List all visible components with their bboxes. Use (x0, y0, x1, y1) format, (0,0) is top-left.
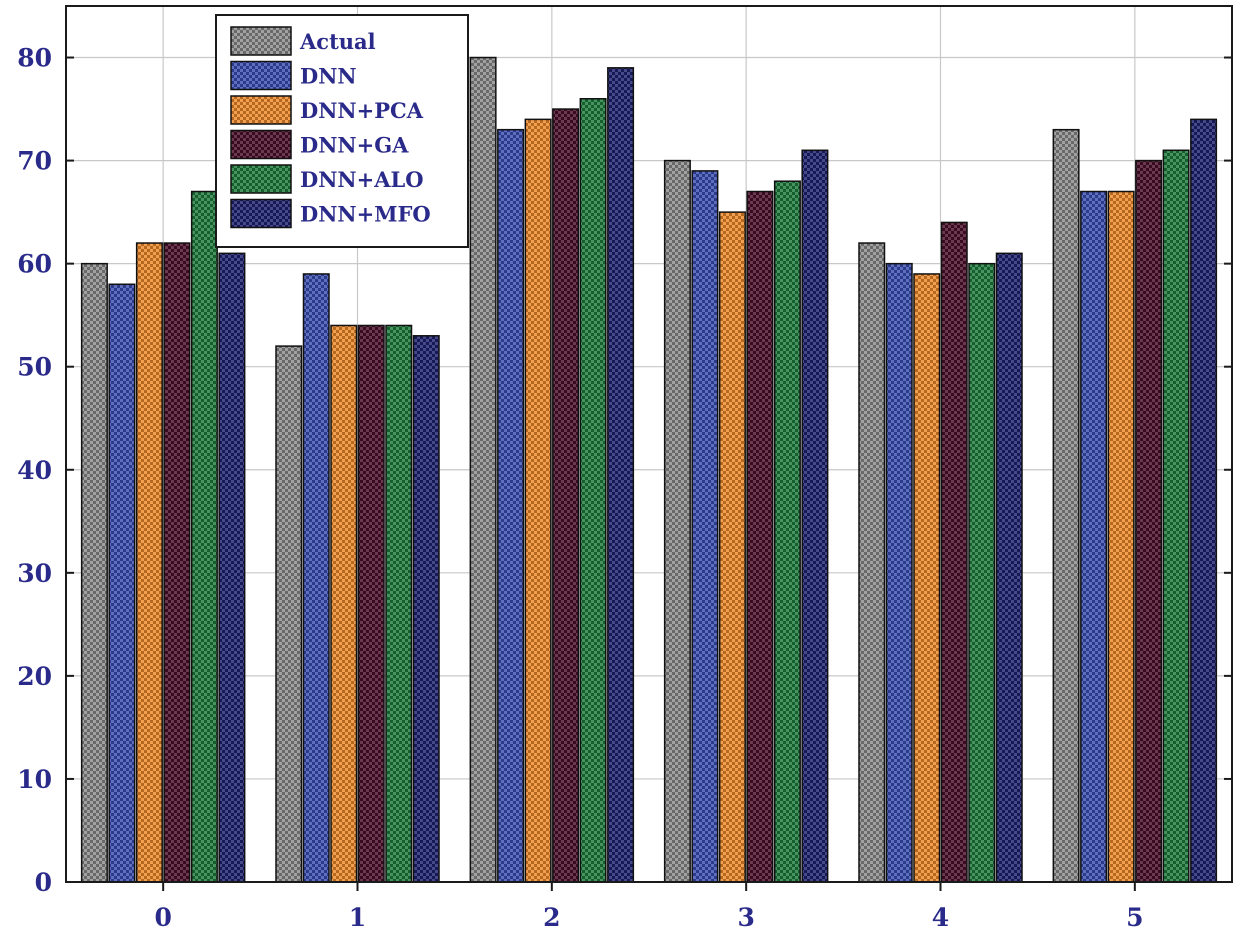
bar-dnn-pca-3 (718, 211, 746, 883)
legend-swatch-dnn-ga (230, 129, 292, 160)
bar-dnn-0 (108, 283, 136, 883)
bar-dnn-mfo-1 (412, 335, 440, 883)
bar-dnn-ga-1 (357, 324, 385, 883)
bar-dnn-5 (1080, 190, 1108, 883)
legend-label-dnn-ga: DNN+GA (300, 133, 409, 158)
bar-actual-3 (663, 159, 691, 883)
legend-swatch-actual (230, 26, 292, 56)
y-tick-label-70: 70 (17, 147, 52, 176)
y-tick-label-30: 30 (17, 559, 52, 588)
bar-dnn-mfo-0 (218, 252, 246, 883)
bar-dnn-mfo-4 (995, 252, 1023, 883)
y-tick-label-20: 20 (17, 662, 52, 691)
x-tick-label-0: 0 (154, 903, 171, 932)
y-tick-label-60: 60 (17, 250, 52, 279)
bar-dnn-4 (885, 262, 913, 883)
x-tick-label-3: 3 (737, 903, 754, 932)
bar-dnn-mfo-3 (801, 149, 829, 883)
bar-dnn-mfo-2 (607, 67, 635, 883)
bar-dnn-pca-1 (330, 324, 358, 883)
bar-dnn-pca-4 (913, 273, 941, 883)
bar-dnn-ga-0 (163, 242, 191, 883)
bar-dnn-1 (302, 273, 330, 883)
bar-dnn-ga-3 (746, 190, 774, 883)
x-tick-label-2: 2 (543, 903, 560, 932)
bar-dnn-mfo-5 (1190, 118, 1218, 883)
x-tick-label-4: 4 (932, 903, 949, 932)
y-tick-label-10: 10 (17, 765, 52, 794)
bars (80, 56, 1218, 883)
x-tick-label-5: 5 (1126, 903, 1143, 932)
bar-dnn-alo-3 (773, 180, 801, 883)
legend: Actual DNN DNN+PCA DNN+GA DNN+ALO DNN+MFO (215, 14, 469, 248)
bar-actual-5 (1052, 128, 1080, 883)
legend-swatch-dnn-mfo (230, 198, 292, 229)
bar-dnn-alo-0 (190, 190, 218, 883)
bar-dnn-pca-5 (1107, 190, 1135, 883)
bar-dnn-pca-2 (524, 118, 552, 883)
bar-dnn-3 (691, 170, 719, 883)
bar-actual-1 (275, 345, 303, 883)
bar-dnn-pca-0 (135, 242, 163, 883)
legend-label-dnn-alo: DNN+ALO (300, 167, 424, 192)
legend-swatch-dnn-pca (230, 95, 292, 125)
bar-actual-0 (80, 262, 108, 883)
y-tick-label-50: 50 (17, 353, 52, 382)
legend-label-dnn-pca: DNN+PCA (300, 98, 424, 123)
axes: 0 10 20 30 40 50 60 70 80 0 1 2 3 4 5 (17, 44, 1232, 932)
bar-dnn-alo-2 (579, 98, 607, 883)
bar-dnn-ga-5 (1135, 159, 1163, 883)
grid-lines (66, 6, 1232, 882)
y-tick-label-0: 0 (35, 868, 52, 897)
y-tick-label-40: 40 (17, 456, 52, 485)
bar-dnn-2 (497, 128, 525, 883)
bar-dnn-alo-4 (968, 262, 996, 883)
legend-swatch-dnn (230, 60, 292, 91)
bar-actual-4 (858, 242, 886, 883)
y-tick-label-80: 80 (17, 44, 52, 73)
legend-swatch-dnn-alo (230, 164, 292, 194)
bar-dnn-alo-1 (385, 324, 413, 883)
legend-label-dnn: DNN (300, 64, 357, 89)
legend-label-actual: Actual (299, 29, 376, 54)
bar-dnn-ga-4 (940, 221, 968, 883)
bar-dnn-alo-5 (1162, 149, 1190, 883)
plot-frame (65, 5, 1233, 883)
bar-actual-2 (469, 56, 497, 883)
x-tick-label-1: 1 (349, 903, 366, 932)
bar-dnn-ga-2 (552, 108, 580, 883)
legend-label-dnn-mfo: DNN+MFO (300, 202, 431, 227)
